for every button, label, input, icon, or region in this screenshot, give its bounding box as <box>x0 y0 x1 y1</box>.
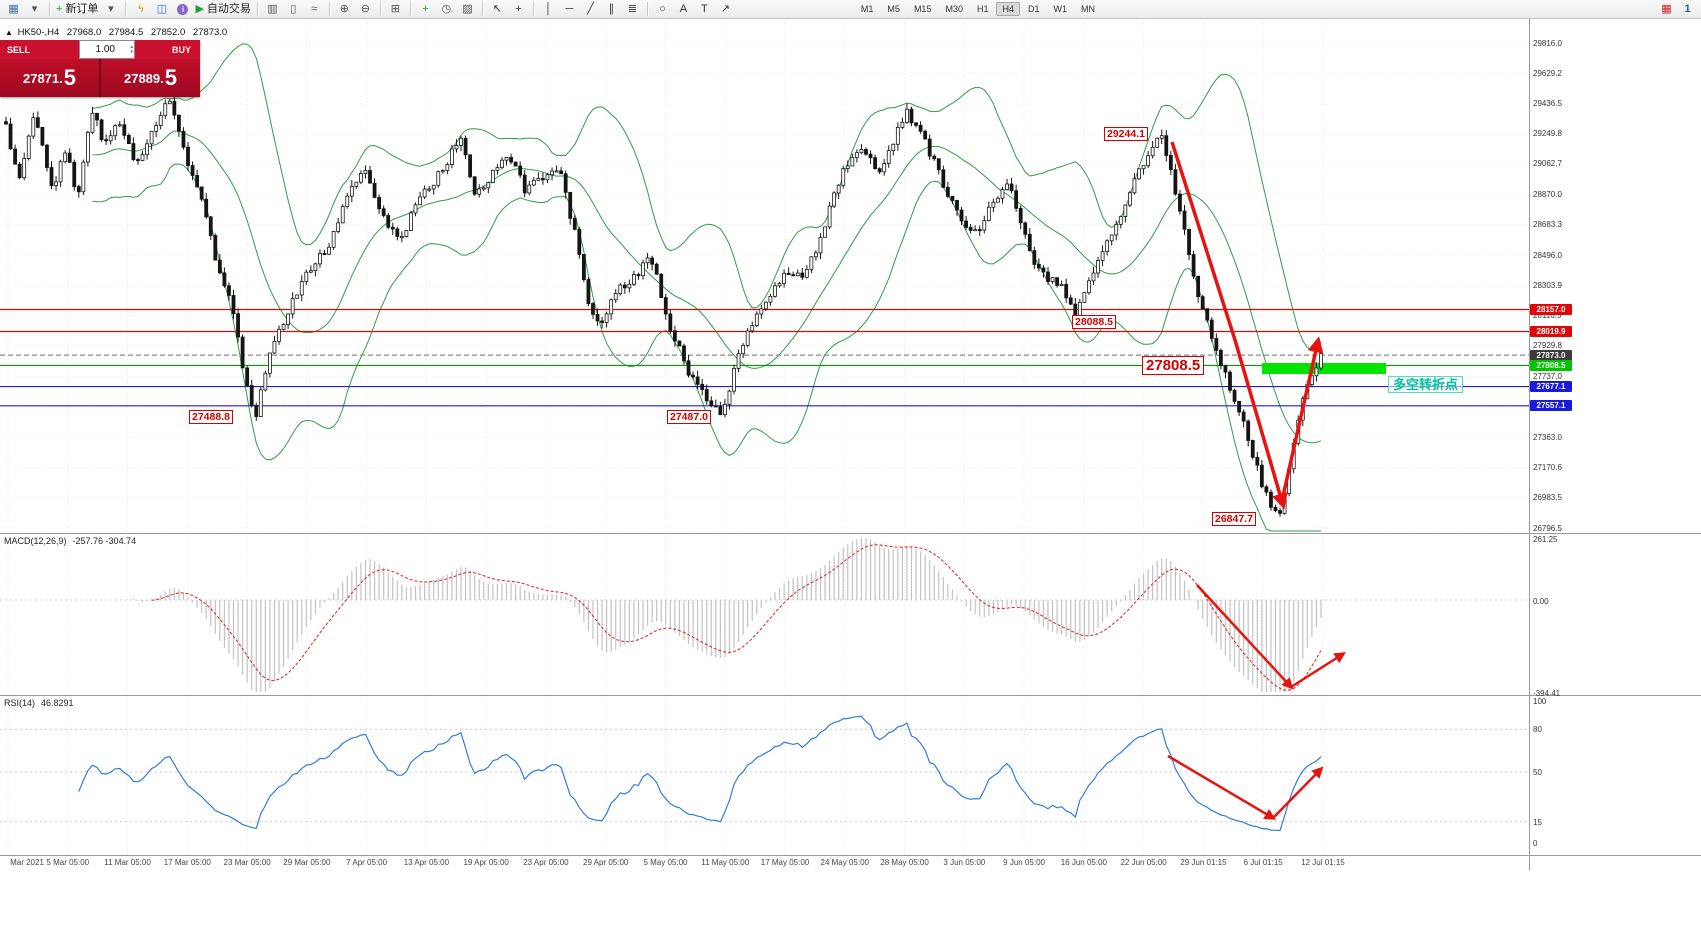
toolbar-separator <box>328 2 330 16</box>
main-down-arrow[interactable] <box>1170 141 1288 510</box>
timeframe-w1[interactable]: W1 <box>1053 4 1068 14</box>
panel-frames <box>0 19 1701 870</box>
vertical-line-icon[interactable]: │ <box>544 2 552 15</box>
shapes-icon[interactable]: ○ <box>659 2 666 15</box>
rsi-up-arrow[interactable] <box>1272 766 1324 819</box>
rsi-down-arrow[interactable] <box>1167 754 1276 820</box>
text-label-icon[interactable]: T <box>701 2 708 15</box>
crosshair-icon[interactable]: + <box>515 2 522 15</box>
macd-down-arrow[interactable] <box>1196 584 1294 690</box>
toolbar-separator <box>125 2 127 16</box>
new-order-dropdown-icon[interactable]: ▾ <box>108 2 114 15</box>
tile-windows-icon[interactable]: ⊞ <box>390 2 401 15</box>
rsi-indicator <box>78 715 1322 832</box>
arrows-tool-icon[interactable]: ↗ <box>720 2 731 15</box>
one-click-trading-panel[interactable]: SELL 1.00 ▴ ▾ BUY 27871. 5 27889. 5 <box>0 40 200 97</box>
text-icon[interactable]: A <box>679 2 688 15</box>
trend-arrows[interactable] <box>1167 141 1346 820</box>
volume-stepper[interactable]: ▴ ▾ <box>130 44 133 55</box>
bar-chart-icon[interactable]: ▥ <box>267 2 278 15</box>
highlight-zone[interactable] <box>1262 363 1386 374</box>
periods-icon[interactable]: ◷ <box>441 2 452 15</box>
volume-input[interactable]: 1.00 ▴ ▾ <box>79 40 135 59</box>
cursor-icon[interactable]: ↖ <box>492 2 503 15</box>
buy-price[interactable]: 27889. 5 <box>123 65 177 90</box>
autotrade-settings-icon[interactable]: ϟ <box>138 2 144 15</box>
timeframe-h1[interactable]: H1 <box>976 4 989 14</box>
horizontal-line-icon[interactable]: ─ <box>565 2 574 15</box>
chart-window-dropdown-icon[interactable]: ▾ <box>31 2 38 15</box>
zoom-out-icon[interactable]: ⊖ <box>360 2 371 15</box>
zoom-in-icon[interactable]: ⊕ <box>339 2 350 15</box>
timeframe-d1[interactable]: D1 <box>1028 4 1040 14</box>
main-up-arrow[interactable] <box>1279 336 1324 506</box>
timeframe-m30[interactable]: M30 <box>945 4 963 14</box>
candlesticks <box>4 96 1323 517</box>
timeframe-mn[interactable]: MN <box>1081 4 1096 14</box>
toolbar-separator <box>646 2 648 16</box>
channel-icon[interactable]: ∥ <box>608 2 615 15</box>
chart-window-icon[interactable]: ▦ <box>8 2 19 15</box>
timeframe-group: M1 M5 M15 M30 H1 H4 D1 W1 MN <box>854 2 1102 16</box>
toolbar-separator <box>49 2 50 16</box>
toolbar-separator <box>481 2 483 16</box>
autotrading-button[interactable]: ▶ 自动交易 <box>195 2 251 15</box>
sell-button[interactable]: SELL <box>0 40 79 59</box>
layout-grid-icon[interactable]: ▦ <box>1661 2 1672 15</box>
indicators-icon[interactable]: + <box>422 2 429 15</box>
new-order-button[interactable]: + 新订单 <box>56 2 99 15</box>
accounts-icon[interactable]: ◫ <box>156 2 168 15</box>
timeframe-m1[interactable]: M1 <box>860 4 874 14</box>
timeframe-m5[interactable]: M5 <box>887 4 900 14</box>
grid-lines <box>0 20 1529 855</box>
fibonacci-icon[interactable]: ≣ <box>627 2 638 15</box>
timeframe-m15[interactable]: M15 <box>913 4 932 14</box>
macd-up-arrow[interactable] <box>1290 652 1346 689</box>
main-toolbar: ▦ ▾ + 新订单 ▾ ϟ ◫ i ▶ 自动交易 ▥ ▯ ≈ ⊕ ⊖ ⊞ + ◷ ▨ ↖ + │ ─ ╱ ∥ ≣ ○ A T ↗ M1 M5… <box>0 0 1701 19</box>
sell-price[interactable]: 27871. 5 <box>22 65 76 90</box>
price-divider <box>99 59 101 97</box>
toolbar-separator <box>379 2 381 16</box>
bollinger-bands <box>92 43 1322 532</box>
toolbar-separator <box>409 2 411 16</box>
toolbar-separator <box>256 2 258 16</box>
candlestick-chart-icon[interactable]: ▯ <box>290 2 297 15</box>
horizontal-level-lines[interactable] <box>0 308 1529 407</box>
macd-indicator <box>132 538 1322 692</box>
line-chart-icon[interactable]: ≈ <box>311 2 318 15</box>
toolbar-separator <box>532 2 534 16</box>
market-info-icon[interactable]: i <box>172 1 193 18</box>
window-number-icon[interactable]: 1 <box>1684 2 1691 15</box>
buy-button[interactable]: BUY <box>135 40 200 59</box>
templates-icon[interactable]: ▨ <box>462 2 473 15</box>
trendline-icon[interactable]: ╱ <box>587 2 594 15</box>
timeframe-h4[interactable]: H4 <box>996 2 1020 16</box>
